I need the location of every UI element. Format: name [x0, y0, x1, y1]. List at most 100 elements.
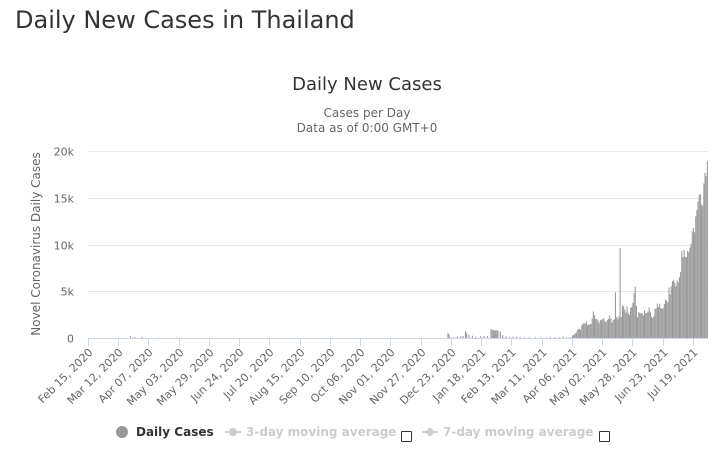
bar[interactable]: [588, 324, 590, 338]
bar[interactable]: [592, 311, 594, 338]
bar[interactable]: [549, 336, 551, 338]
bar[interactable]: [647, 311, 649, 338]
bar[interactable]: [633, 293, 635, 338]
bar[interactable]: [660, 308, 662, 338]
bar[interactable]: [668, 287, 670, 338]
bar[interactable]: [657, 307, 660, 338]
bar[interactable]: [626, 306, 628, 338]
bar[interactable]: [653, 316, 655, 338]
bar[interactable]: [466, 333, 468, 338]
bar[interactable]: [691, 231, 693, 338]
bar[interactable]: [492, 329, 494, 338]
bar[interactable]: [559, 337, 561, 338]
bar[interactable]: [688, 252, 690, 338]
bar[interactable]: [597, 320, 599, 338]
bar[interactable]: [685, 257, 687, 338]
bar[interactable]: [578, 328, 580, 338]
bar[interactable]: [690, 243, 692, 338]
bar[interactable]: [617, 318, 619, 338]
bar[interactable]: [675, 286, 677, 338]
bar[interactable]: [596, 319, 598, 338]
bar[interactable]: [589, 324, 591, 338]
bar[interactable]: [661, 308, 663, 338]
bar[interactable]: [692, 227, 694, 338]
bar[interactable]: [134, 336, 136, 338]
bar[interactable]: [581, 325, 583, 338]
bar[interactable]: [585, 321, 587, 338]
bar[interactable]: [659, 303, 661, 338]
bar[interactable]: [654, 308, 656, 338]
bar[interactable]: [662, 308, 664, 338]
bar[interactable]: [669, 294, 671, 338]
bar[interactable]: [678, 277, 680, 338]
bar[interactable]: [609, 315, 611, 338]
bar[interactable]: [587, 325, 589, 338]
bar[interactable]: [613, 319, 615, 338]
bar[interactable]: [602, 318, 604, 338]
bar[interactable]: [546, 337, 548, 338]
bar[interactable]: [687, 250, 689, 338]
legend-item-daily-cases[interactable]: Daily Cases: [116, 425, 214, 439]
bar[interactable]: [590, 324, 592, 338]
bar[interactable]: [677, 282, 679, 338]
bar[interactable]: [624, 309, 626, 338]
bar[interactable]: [610, 318, 612, 338]
bar[interactable]: [630, 307, 632, 338]
bar[interactable]: [577, 328, 579, 338]
bar[interactable]: [534, 337, 536, 338]
bar[interactable]: [667, 302, 669, 338]
bar[interactable]: [641, 313, 643, 338]
bar[interactable]: [664, 299, 667, 338]
bar[interactable]: [614, 292, 617, 338]
bar[interactable]: [499, 331, 501, 338]
bar[interactable]: [703, 183, 705, 338]
bar[interactable]: [684, 256, 686, 338]
bar[interactable]: [676, 280, 678, 338]
bar[interactable]: [497, 330, 499, 338]
bar[interactable]: [673, 279, 675, 338]
bar[interactable]: [464, 331, 466, 338]
bar[interactable]: [666, 300, 668, 338]
bar[interactable]: [619, 247, 621, 338]
bar[interactable]: [623, 306, 625, 338]
bar[interactable]: [621, 305, 623, 338]
bar[interactable]: [683, 249, 685, 338]
bar[interactable]: [582, 323, 584, 338]
bar[interactable]: [448, 334, 450, 338]
bar[interactable]: [632, 302, 634, 338]
bar[interactable]: [620, 316, 622, 338]
bar[interactable]: [605, 321, 607, 338]
bar[interactable]: [697, 201, 699, 338]
bar[interactable]: [475, 336, 477, 338]
bar[interactable]: [599, 319, 601, 338]
bar[interactable]: [649, 311, 651, 338]
bar[interactable]: [625, 312, 627, 338]
bar[interactable]: [694, 232, 696, 338]
bar[interactable]: [701, 204, 703, 338]
bar[interactable]: [502, 335, 504, 338]
bar[interactable]: [591, 318, 593, 338]
bar[interactable]: [698, 194, 700, 338]
bar[interactable]: [638, 312, 640, 338]
bar[interactable]: [129, 336, 131, 338]
bar[interactable]: [695, 216, 697, 338]
bar[interactable]: [516, 336, 518, 338]
bar[interactable]: [634, 286, 636, 338]
bar[interactable]: [607, 318, 610, 338]
bar[interactable]: [618, 316, 620, 338]
bar[interactable]: [606, 320, 608, 338]
bar[interactable]: [453, 337, 455, 338]
bar[interactable]: [674, 282, 676, 338]
bar[interactable]: [554, 337, 556, 338]
bar[interactable]: [449, 337, 451, 338]
bar[interactable]: [648, 307, 650, 338]
bar[interactable]: [575, 332, 577, 338]
bar[interactable]: [580, 329, 582, 338]
bar[interactable]: [491, 330, 493, 338]
bar[interactable]: [627, 313, 629, 338]
bar[interactable]: [616, 316, 618, 338]
bar[interactable]: [652, 317, 654, 338]
bar[interactable]: [655, 308, 657, 338]
bar[interactable]: [447, 332, 449, 338]
bar[interactable]: [176, 337, 178, 338]
